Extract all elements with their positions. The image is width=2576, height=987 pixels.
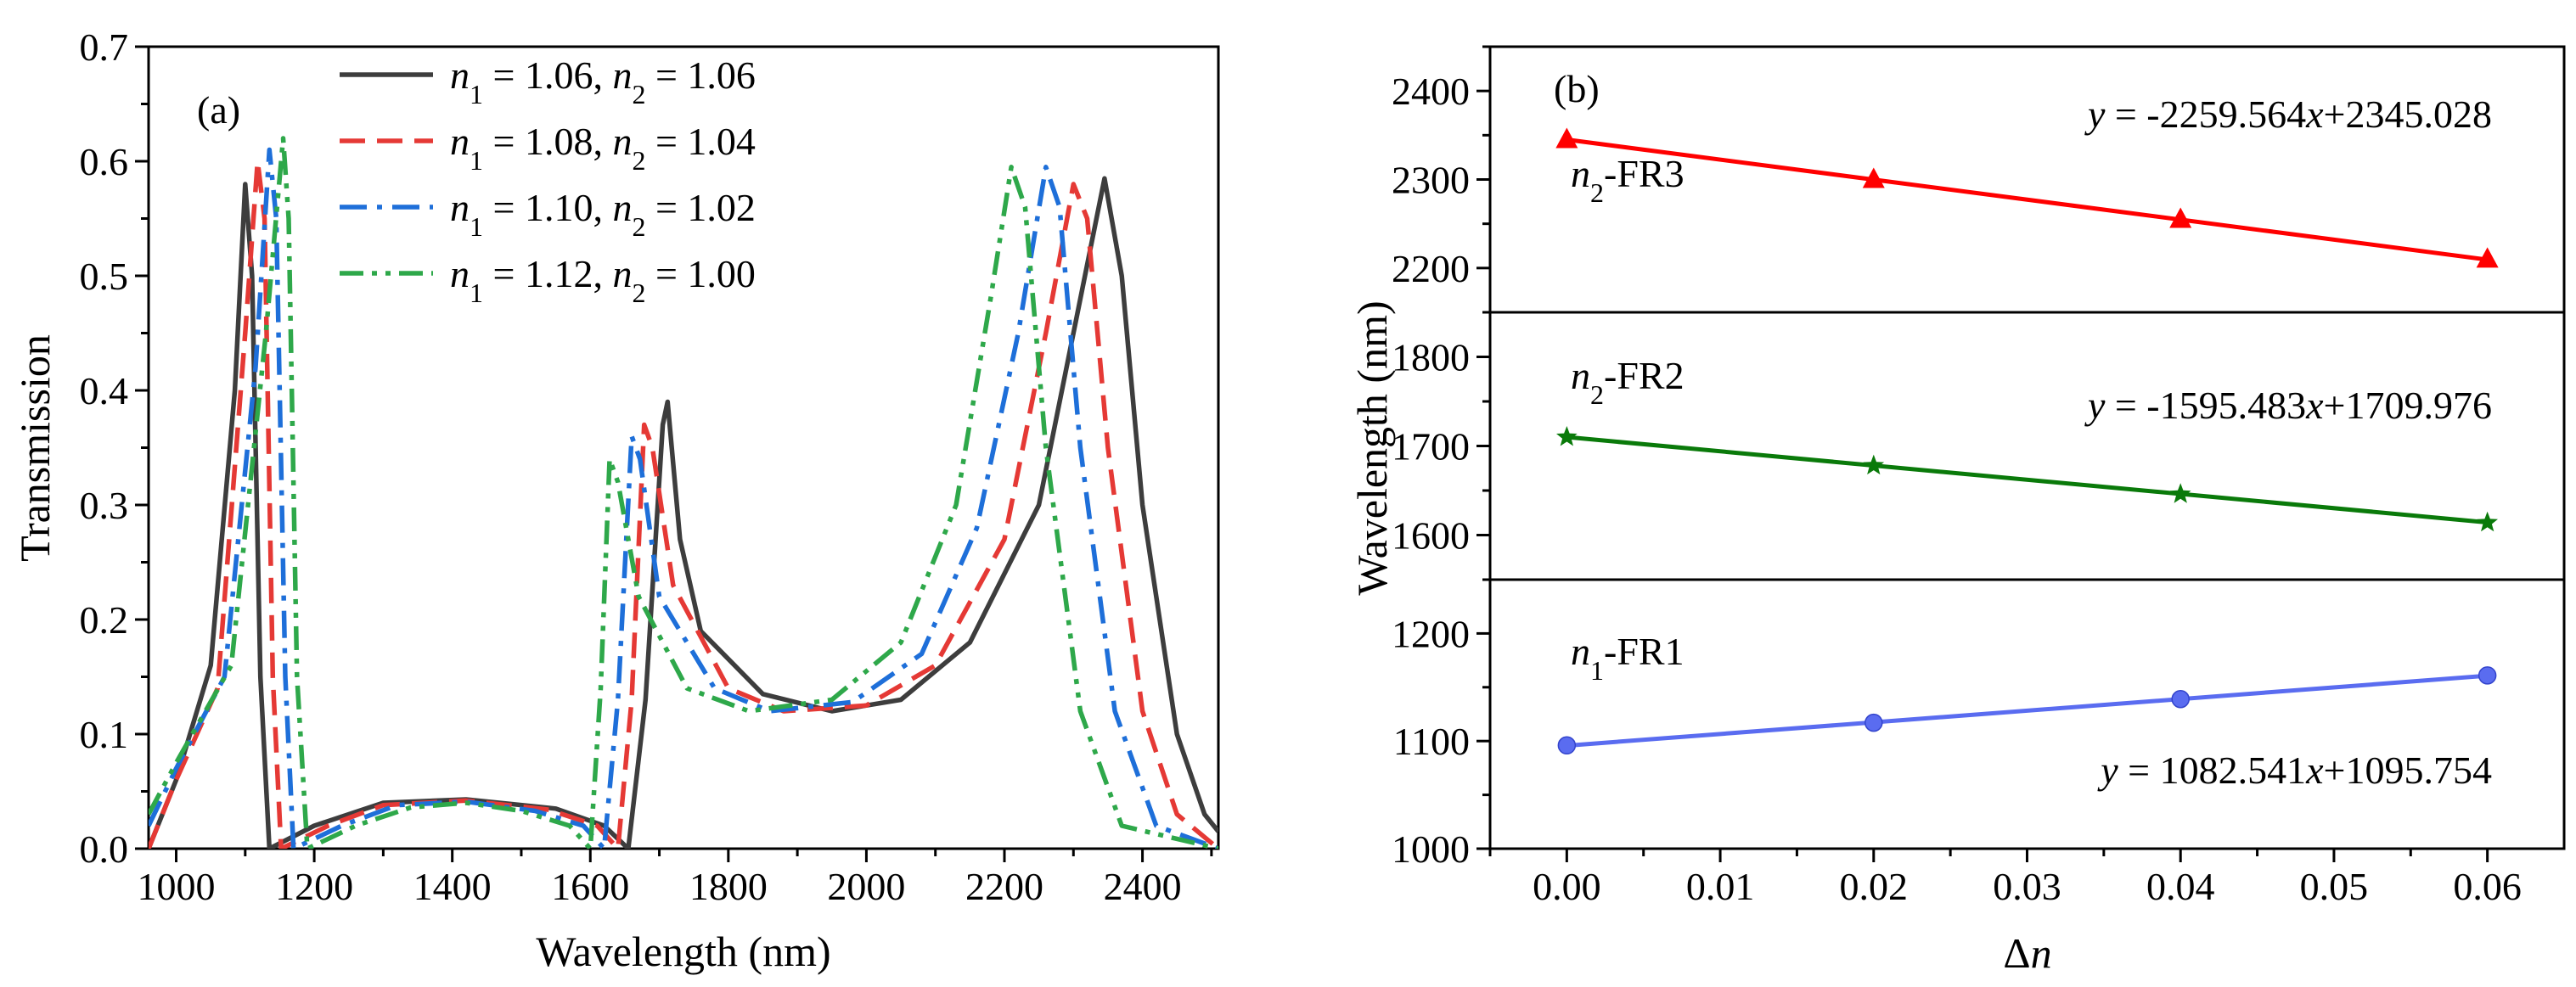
- panel-b-ylabel: Wavelength (nm): [1348, 300, 1396, 595]
- x-tick-label-2400: 2400: [1104, 865, 1182, 908]
- y-tick-label-2: 0.2: [80, 598, 129, 642]
- data-point-1-1: [1555, 127, 1578, 149]
- fit-equation-1: y = -2259.564x+2345.028: [2084, 93, 2492, 136]
- b-y-tick-label-2300: 2300: [1392, 159, 1470, 202]
- b-y-tick-label-1800: 1800: [1392, 336, 1470, 379]
- b-y-tick-label-2400: 2400: [1392, 70, 1470, 113]
- data-point-1-4: [2476, 247, 2499, 268]
- data-point-2-2: [1863, 454, 1885, 475]
- panel-a-curves: [149, 136, 1218, 849]
- b-x-tick-label-2: 0.02: [1840, 865, 1909, 908]
- b-x-tick-label-4: 0.04: [2146, 865, 2215, 908]
- b-y-tick-label-1200: 1200: [1392, 612, 1470, 655]
- x-tick-label-1800: 1800: [689, 865, 768, 908]
- fit-equation-3: y = 1082.541x+1095.754: [2097, 749, 2492, 792]
- y-tick-label-7: 0.7: [80, 25, 129, 69]
- y-tick-label-4: 0.4: [80, 369, 129, 412]
- y-tick-label-3: 0.3: [80, 484, 129, 527]
- data-point-2-4: [2477, 511, 2498, 532]
- panel-a-xlabel: Wavelength (nm): [536, 928, 830, 975]
- y-tick-label-5: 0.5: [80, 255, 129, 298]
- panel-a-ylabel: Transmission: [11, 334, 59, 562]
- x-tick-label-1000: 1000: [138, 865, 216, 908]
- fit-line-2: [1566, 435, 2488, 525]
- b-x-tick-label-5: 0.05: [2300, 865, 2369, 908]
- series-line-1: [149, 176, 1218, 849]
- subplot-3: n1-FR1 y = 1082.541x+1095.754: [1557, 630, 2497, 792]
- data-point-3-4: [2478, 666, 2497, 685]
- fit-line-1: [1566, 137, 2488, 262]
- data-point-2-1: [1556, 426, 1578, 446]
- subplot-2: n2-FR2 y = -1595.483x+1709.976: [1556, 354, 2498, 532]
- b-x-tick-label-3: 0.03: [1993, 865, 2061, 908]
- fit-line-3: [1566, 673, 2488, 749]
- data-point-3-2: [1865, 713, 1883, 732]
- x-tick-label-2000: 2000: [827, 865, 905, 908]
- legend-entry-4: n1 = 1.12, n2 = 1.00: [450, 252, 756, 308]
- series-line-4: [149, 136, 1218, 849]
- x-tick-label-2200: 2200: [965, 865, 1043, 908]
- panel-b-xlabel-var: n: [2031, 929, 2052, 977]
- data-point-3-1: [1557, 736, 1577, 755]
- x-tick-label-1200: 1200: [275, 865, 353, 908]
- panel-a-label: (a): [197, 88, 240, 132]
- panel-b-xlabel: Δn: [2003, 929, 2051, 977]
- subplot-label-1: n2-FR3: [1571, 152, 1685, 208]
- panel-b: n2-FR3 y = -2259.564x+2345.028 n2-FR2 y = -…: [1348, 45, 2566, 977]
- data-point-2-3: [2169, 483, 2191, 503]
- b-y-tick-label-2200: 2200: [1392, 247, 1470, 290]
- panel-b-xlabel-delta: Δ: [2003, 929, 2030, 977]
- b-y-tick-label-1100: 1100: [1393, 720, 1470, 763]
- data-point-1-2: [1862, 167, 1885, 188]
- b-y-tick-label-1000: 1000: [1392, 827, 1470, 871]
- data-point-1-3: [2169, 207, 2192, 228]
- subplot-label-2: n2-FR2: [1571, 354, 1685, 410]
- subplot-label-3: n1-FR1: [1571, 630, 1685, 686]
- data-point-3-3: [2171, 689, 2190, 709]
- legend-entry-1: n1 = 1.06, n2 = 1.06: [450, 53, 756, 109]
- legend-entry-2: n1 = 1.08, n2 = 1.04: [450, 120, 756, 176]
- y-tick-label-6: 0.6: [80, 140, 129, 183]
- panel-a-frame: [147, 45, 1220, 850]
- b-y-tick-label-1700: 1700: [1392, 425, 1470, 468]
- y-tick-label-1: 0.1: [80, 713, 129, 756]
- fit-equation-2: y = -1595.483x+1709.976: [2084, 384, 2492, 427]
- x-tick-label-1400: 1400: [413, 865, 492, 908]
- subplot-1: n2-FR3 y = -2259.564x+2345.028: [1555, 93, 2499, 268]
- y-tick-label-0: 0.0: [80, 827, 129, 871]
- panel-a-legend: n1 = 1.06, n2 = 1.06 n1 = 1.08, n2 = 1.04…: [340, 53, 756, 308]
- b-x-tick-label-0: 0.00: [1533, 865, 1601, 908]
- panel-b-ticks: 2200 2300 2400 1600 1700 1800 1000 1100 1200 0.00…: [1392, 45, 2522, 908]
- panel-a-ticks: 1000 1200 1400 1600 1800 2000 2200 2400 0.0 0.1 0.…: [80, 25, 1213, 908]
- panel-b-subplots: n2-FR3 y = -2259.564x+2345.028 n2-FR2 y = -…: [1555, 93, 2499, 792]
- panel-a: 1000 1200 1400 1600 1800 2000 2200 2400 0.0 0.1 0.…: [11, 25, 1220, 975]
- x-tick-label-1600: 1600: [551, 865, 629, 908]
- panel-b-label: (b): [1554, 67, 1600, 110]
- b-x-tick-label-1: 0.01: [1686, 865, 1755, 908]
- b-x-tick-label-6: 0.06: [2453, 865, 2522, 908]
- b-y-tick-label-1600: 1600: [1392, 514, 1470, 558]
- legend-entry-3: n1 = 1.10, n2 = 1.02: [450, 186, 756, 242]
